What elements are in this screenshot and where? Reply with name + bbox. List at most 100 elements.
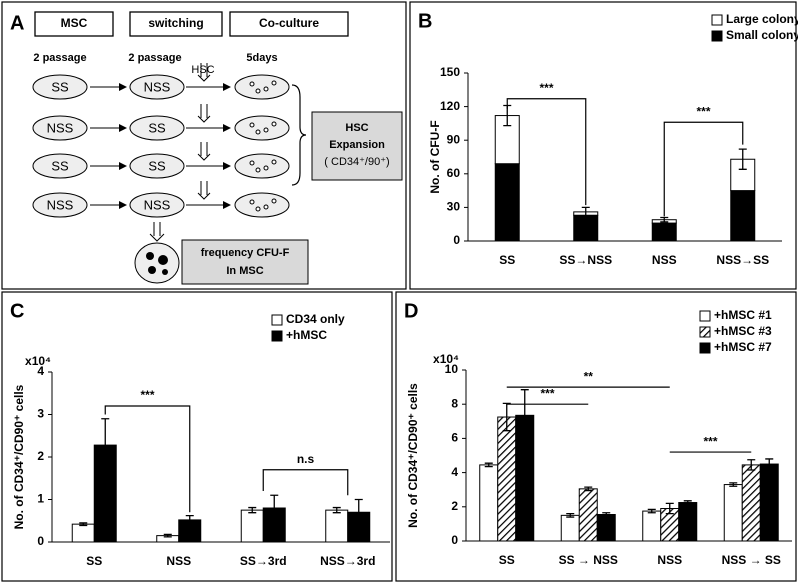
significance-label: *** (140, 388, 154, 402)
dish-label: NSS (144, 79, 171, 94)
colony (255, 129, 261, 135)
significance-label: ** (584, 369, 594, 383)
x-tick-label: SS (86, 554, 102, 568)
y-tick-label: 3 (37, 407, 44, 421)
x-tick-label: SS→NSS (559, 253, 612, 267)
error-bar (765, 458, 774, 470)
y-multiplier: x10⁴ (25, 354, 51, 368)
error-bar (520, 389, 529, 442)
error-bar (602, 512, 611, 517)
y-tick-label: 10 (445, 362, 459, 376)
dish (129, 115, 185, 141)
y-tick-label: 1 (37, 492, 44, 506)
bar (723, 484, 743, 542)
bar (596, 513, 616, 542)
y-tick-label: 120 (440, 99, 460, 113)
dish-label: NSS (47, 197, 74, 212)
y-axis-label: No. of CD34⁺/CD90⁺ cells (406, 383, 420, 528)
double-arrow (197, 142, 211, 161)
error-bar (584, 486, 593, 492)
bar (560, 514, 580, 542)
dish (234, 115, 290, 141)
box-text: ( CD34⁺/90⁺) (324, 156, 389, 168)
y-tick-label: 6 (451, 431, 458, 445)
colony (255, 206, 261, 212)
y-multiplier: x10⁴ (433, 352, 459, 366)
bar (479, 464, 499, 542)
y-tick-label: 150 (440, 65, 460, 79)
panel-label: A (10, 12, 24, 34)
y-tick-label: 0 (451, 533, 458, 547)
x-tick-label: SS→3rd (240, 554, 287, 568)
error-bar (270, 494, 279, 522)
bar (325, 509, 349, 543)
error-bar (248, 506, 257, 514)
dish-label: NSS (47, 120, 74, 135)
legend-label: +hMSC (286, 328, 327, 342)
step-label: 2 passage (33, 52, 86, 64)
dish (234, 74, 290, 100)
legend-label: Large colony (726, 12, 798, 26)
dish (32, 153, 88, 179)
error-bar (185, 515, 194, 525)
step-label: 2 passage (128, 52, 181, 64)
error-bar (738, 148, 747, 170)
legend-label: CD34 only (286, 312, 345, 326)
error-bar (683, 500, 692, 505)
y-tick-label: 4 (37, 364, 44, 378)
dish (129, 153, 185, 179)
x-tick-label: SS (499, 553, 515, 567)
error-bar (660, 216, 669, 223)
error-bar (502, 402, 511, 432)
bar (642, 510, 662, 542)
error-bar (647, 508, 656, 514)
x-tick-label: NSS→SS (716, 253, 769, 267)
significance-label: *** (540, 386, 554, 400)
legend-swatch (699, 310, 711, 322)
colony (249, 81, 255, 87)
legend-swatch (271, 330, 283, 342)
dish (129, 74, 185, 100)
x-tick-label: NSS (652, 253, 677, 267)
x-tick-label: NSS (657, 553, 682, 567)
bar (573, 214, 599, 242)
legend-swatch (699, 326, 711, 338)
significance-label: *** (539, 81, 553, 95)
x-tick-label: NSS → SS (722, 553, 781, 567)
significance-label: *** (696, 104, 710, 118)
legend-swatch (271, 314, 283, 326)
significance-bracket (663, 121, 744, 217)
dish (129, 192, 185, 218)
bar (578, 488, 598, 542)
y-tick-label: 0 (453, 233, 460, 247)
colony (271, 80, 277, 86)
double-arrow (197, 63, 211, 82)
y-tick-label: 30 (447, 200, 461, 214)
y-tick-label: 0 (37, 534, 44, 548)
bar (730, 158, 756, 192)
x-tick-label: SS (499, 253, 515, 267)
error-bar (354, 498, 363, 526)
y-tick-label: 8 (451, 396, 458, 410)
dish-label: NSS (144, 197, 171, 212)
double-arrow (197, 104, 211, 123)
colony (271, 159, 277, 165)
dish (234, 192, 290, 218)
bar (497, 416, 517, 542)
legend-label: Small colony (726, 28, 798, 42)
box-text: HSC (345, 122, 368, 134)
colony (263, 165, 269, 171)
error-bar (581, 206, 590, 218)
dish (32, 74, 88, 100)
significance-label: *** (703, 434, 717, 448)
legend-label: +hMSC #7 (714, 340, 772, 354)
significance-bracket (262, 469, 349, 496)
dish-label: SS (51, 158, 69, 173)
significance-label: n.s (297, 452, 315, 466)
x-tick-label: NSS (166, 554, 191, 568)
colony (255, 88, 261, 94)
dish-label: SS (148, 158, 166, 173)
y-axis-label: No. of CFU-F (428, 120, 442, 193)
